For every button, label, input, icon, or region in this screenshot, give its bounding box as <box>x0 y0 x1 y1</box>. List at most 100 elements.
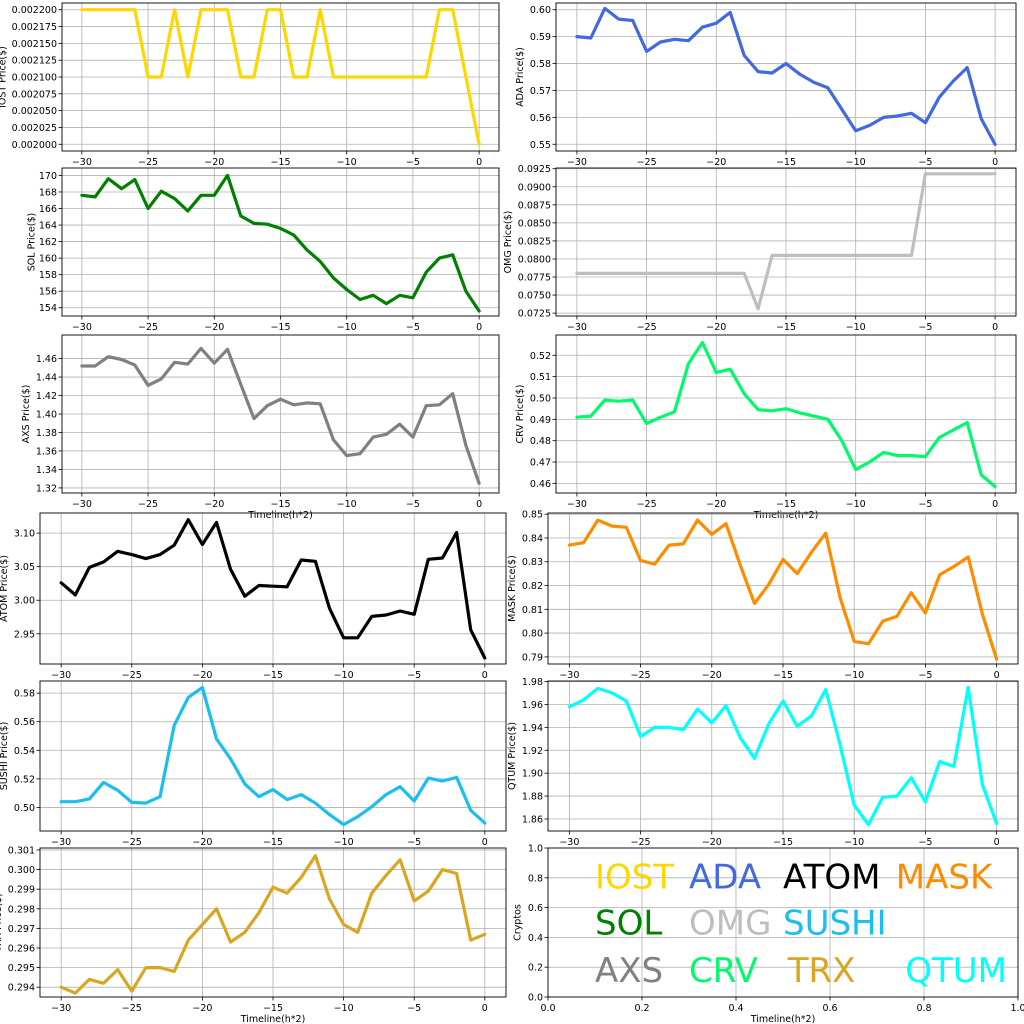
subplot-omg: −30 −25 −20 −15 −10 −5 0 0.0725 0.0750 0.0775 0.08… <box>503 164 1017 333</box>
crypto-legend-label: MASK <box>896 857 994 897</box>
x-tick-label: −20 <box>192 837 212 848</box>
x-tick-label: −10 <box>846 499 866 510</box>
y-tick-label: 0.4 <box>528 933 543 944</box>
y-tick-label: 0.49 <box>530 415 551 426</box>
price-series-line <box>575 6 997 146</box>
x-tick-label: −30 <box>72 499 92 510</box>
x-tick-label: −20 <box>204 322 224 333</box>
x-tick-label: −20 <box>204 499 224 510</box>
y-tick-label: 1.40 <box>36 410 57 421</box>
y-tick-label: 154 <box>39 303 57 314</box>
y-tick-label: 0.301 <box>8 845 35 856</box>
x-tick-label: −15 <box>776 322 796 333</box>
y-tick-label: 1.98 <box>522 677 543 688</box>
x-tick-label: −25 <box>138 157 158 168</box>
x-tick-label: −10 <box>337 157 357 168</box>
y-tick-label: 164 <box>39 221 57 232</box>
y-tick-label: 0.58 <box>14 689 35 700</box>
crypto-legend-label: CRV <box>689 951 758 991</box>
y-tick-label: 1.96 <box>522 700 543 711</box>
x-tick-label: −5 <box>918 499 932 510</box>
x-tick-label: 0 <box>992 322 998 333</box>
y-tick-label: 1.46 <box>36 354 57 365</box>
y-tick-label: 3.05 <box>14 562 35 573</box>
y-tick-label: 0.50 <box>14 803 35 814</box>
x-tick-label: −25 <box>122 1003 142 1014</box>
x-tick-label: −15 <box>776 157 796 168</box>
x-tick-label: 0.2 <box>634 1003 649 1014</box>
y-tick-label: 1.32 <box>36 483 57 494</box>
y-tick-label: 162 <box>39 237 57 248</box>
y-tick-label: 0.002075 <box>12 89 57 100</box>
y-tick-label: 0.002100 <box>12 73 57 84</box>
crypto-legend-label: SOL <box>595 904 662 944</box>
y-tick-label: 0.52 <box>530 351 551 362</box>
y-tick-label: 0.298 <box>8 904 35 915</box>
y-tick-label: 0.80 <box>522 629 543 640</box>
x-tick-label: 0 <box>992 499 998 510</box>
x-tick-label: −10 <box>334 1003 354 1014</box>
y-tick-label: 0.300 <box>8 865 35 876</box>
x-tick-label: −20 <box>702 670 722 681</box>
y-tick-label: 1.38 <box>36 428 57 439</box>
y-tick-label: 0.295 <box>8 963 35 974</box>
x-tick-label: 0 <box>476 322 482 333</box>
y-tick-label: 1.90 <box>522 769 543 780</box>
x-tick-label: −5 <box>918 837 932 848</box>
y-tick-label: 0.57 <box>530 86 551 97</box>
x-tick-label: −20 <box>192 670 212 681</box>
y-tick-label: 0.0925 <box>518 164 551 175</box>
y-tick-label: 0.002125 <box>12 56 57 67</box>
x-tick-label: −15 <box>773 670 793 681</box>
y-tick-label: 1.0 <box>528 844 543 855</box>
subplot-axs: −30 −25 −20 −15 −10 −5 0 1.32 1.34 1.36 1.38 1.40 1.… <box>21 334 500 521</box>
subplot-mask: −30 −25 −20 −15 −10 −5 0 0.79 0.80 0.81 0.82 0.83 0.… <box>507 510 1019 681</box>
y-axis-label: ADA Price($) <box>515 47 526 107</box>
y-axis-label: CRV Price($) <box>515 385 526 444</box>
x-tick-label: 0 <box>992 157 998 168</box>
y-axis-label: TRX Price($) <box>0 893 4 953</box>
x-tick-label: −15 <box>270 157 290 168</box>
y-tick-label: 168 <box>39 187 57 198</box>
subplot-trx: −30 −25 −20 −15 −10 −5 0 0.294 0.295 0.296 0.297 0.… <box>0 845 507 1024</box>
x-tick-label: −5 <box>918 322 932 333</box>
x-tick-label: −15 <box>263 670 283 681</box>
y-axis-label: Cryptos <box>513 904 524 941</box>
x-tick-label: −10 <box>337 322 357 333</box>
y-tick-label: 3.00 <box>14 596 35 607</box>
y-tick-label: 0.59 <box>530 32 551 43</box>
price-series-line <box>567 685 999 827</box>
x-tick-label: −10 <box>846 157 866 168</box>
x-tick-label: −20 <box>702 837 722 848</box>
price-series-line <box>567 518 999 661</box>
x-tick-label: −30 <box>567 322 587 333</box>
x-tick-label: −5 <box>407 837 421 848</box>
crypto-legend-label: IOST <box>595 857 674 897</box>
y-tick-label: 0.6 <box>528 903 543 914</box>
x-tick-label: −5 <box>406 157 420 168</box>
x-tick-label: −20 <box>706 157 726 168</box>
x-tick-label: −30 <box>567 499 587 510</box>
x-tick-label: −20 <box>204 157 224 168</box>
x-tick-label: −30 <box>559 670 579 681</box>
y-tick-label: 1.42 <box>36 391 57 402</box>
x-tick-label: −15 <box>263 837 283 848</box>
subplot-sushi: −30 −25 −20 −15 −10 −5 0 0.50 0.52 0.54 0.56 0.58 SU… <box>0 680 507 848</box>
crypto-legend-label: SUSHI <box>783 904 887 944</box>
y-tick-label: 0.0750 <box>518 291 551 302</box>
y-tick-label: 0.0825 <box>518 236 551 247</box>
y-tick-label: 0.297 <box>8 924 35 935</box>
x-tick-label: −5 <box>918 157 932 168</box>
y-tick-label: 1.92 <box>522 746 543 757</box>
x-tick-label: −25 <box>122 837 142 848</box>
y-tick-label: 1.44 <box>36 373 57 384</box>
subplot-sol: −30 −25 −20 −15 −10 −5 0 154 156 158 160 162 164 166 1… <box>27 167 500 333</box>
crypto-legend-label: AXS <box>595 951 663 991</box>
crypto-legend-label: OMG <box>689 904 771 944</box>
y-tick-label: 0.002175 <box>12 22 57 33</box>
y-tick-label: 0.52 <box>14 774 35 785</box>
crypto-legend-label: TRX <box>787 951 856 991</box>
price-series-line <box>59 685 487 827</box>
y-tick-label: 0.47 <box>530 458 551 469</box>
